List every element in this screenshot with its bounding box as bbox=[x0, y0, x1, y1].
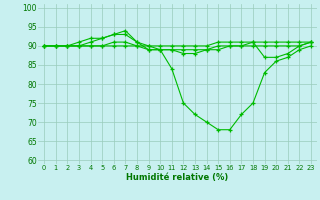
X-axis label: Humidité relative (%): Humidité relative (%) bbox=[126, 173, 229, 182]
